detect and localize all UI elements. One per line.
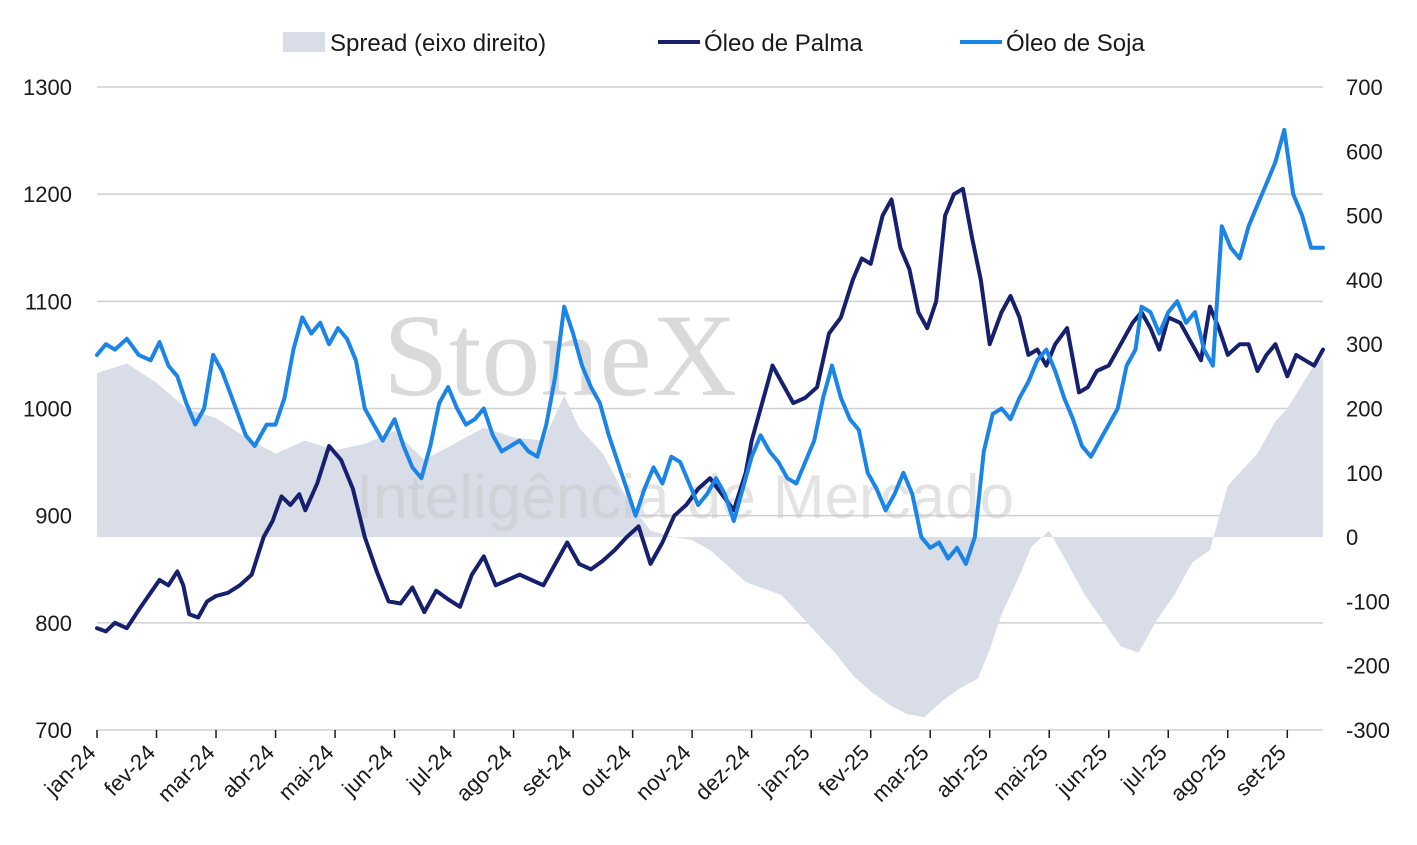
legend-palm-label: Óleo de Palma xyxy=(704,30,863,57)
right-tick-label: 100 xyxy=(1346,461,1383,486)
right-tick-label: 0 xyxy=(1346,525,1358,550)
x-tick-label: abr-25 xyxy=(931,740,994,803)
x-tick-label: fev-24 xyxy=(99,740,160,801)
x-tick-label: jan-24 xyxy=(39,740,101,802)
x-tick-label: jun-25 xyxy=(1051,740,1113,802)
left-y-axis: 700 800 900 1000 1100 1200 1300 xyxy=(23,75,72,743)
x-tick-label: fev-25 xyxy=(813,740,874,801)
legend-spread-label: Spread (eixo direito) xyxy=(330,30,546,57)
x-tick-label: jun-24 xyxy=(336,740,398,802)
watermark: StoneX Inteligência de Mercado xyxy=(356,290,1014,532)
x-tick-label: out-24 xyxy=(574,740,636,802)
lines-layer xyxy=(95,127,1325,634)
right-tick-label: 600 xyxy=(1346,139,1383,164)
x-tick-label: nov-24 xyxy=(630,740,695,805)
left-tick-label: 700 xyxy=(35,718,72,743)
x-tick-label: mai-24 xyxy=(273,740,338,805)
legend-soy-label: Óleo de Soja xyxy=(1006,30,1145,57)
legend-spread-swatch xyxy=(283,32,325,52)
legend: Spread (eixo direito) Óleo de Palma Óleo d… xyxy=(283,30,1145,57)
x-tick-label: mar-24 xyxy=(153,740,220,807)
right-tick-label: 500 xyxy=(1346,204,1383,229)
x-tick-label: dez-24 xyxy=(690,740,755,805)
x-tick-label: ago-24 xyxy=(451,740,517,806)
left-tick-label: 1000 xyxy=(23,397,72,422)
right-tick-label: 400 xyxy=(1346,268,1383,293)
x-tick-label: mai-25 xyxy=(988,740,1053,805)
x-tick-label: jul-25 xyxy=(1115,740,1171,796)
x-tick-label: jan-25 xyxy=(753,740,815,802)
right-y-axis: -300 -200 -100 0 100 200 300 400 500 600 700 xyxy=(1346,75,1390,743)
right-tick-label: -100 xyxy=(1346,589,1390,614)
left-tick-label: 1200 xyxy=(23,182,72,207)
right-tick-label: 700 xyxy=(1346,75,1383,100)
right-tick-label: 200 xyxy=(1346,397,1383,422)
soy-oil-line xyxy=(95,127,1325,566)
x-tick-label: mar-25 xyxy=(867,740,934,807)
x-tick-label: set-24 xyxy=(516,740,577,801)
right-tick-label: 300 xyxy=(1346,332,1383,357)
left-tick-label: 800 xyxy=(35,611,72,636)
left-tick-label: 900 xyxy=(35,504,72,529)
right-tick-label: -200 xyxy=(1346,654,1390,679)
left-tick-label: 1300 xyxy=(23,75,72,100)
x-tick-label: jul-24 xyxy=(401,740,457,796)
left-tick-label: 1100 xyxy=(25,289,72,314)
x-tick-label: abr-24 xyxy=(216,740,279,803)
x-tick-label: ago-25 xyxy=(1165,740,1231,806)
x-tick-label: set-25 xyxy=(1230,740,1291,801)
right-tick-label: -300 xyxy=(1346,718,1390,743)
watermark-brand: StoneX xyxy=(383,290,737,421)
